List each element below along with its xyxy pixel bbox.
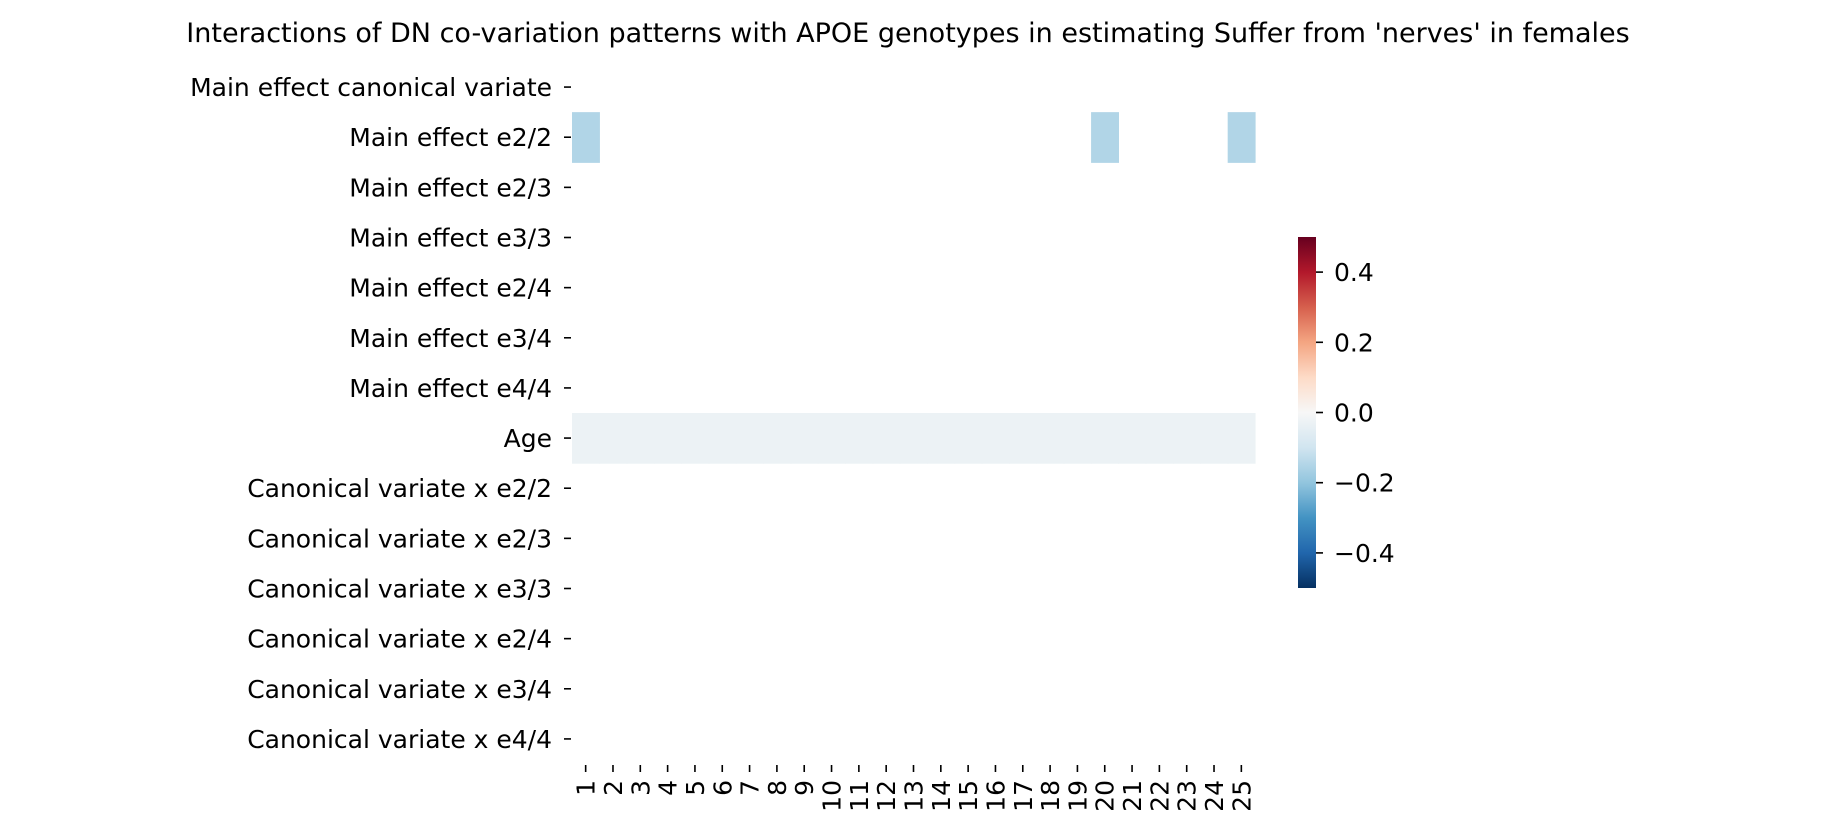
y-tick-label: Canonical variate x e2/4 xyxy=(247,625,552,654)
colorbar: 0.4 0.2 0.0 −0.2 −0.4 xyxy=(1298,237,1395,588)
x-tick-label: 10 xyxy=(818,780,847,812)
heatmap-cell xyxy=(954,413,983,464)
x-tick-label: 20 xyxy=(1091,780,1120,812)
x-tick-label: 19 xyxy=(1063,780,1092,812)
heatmap-cell xyxy=(599,413,628,464)
x-tick-label: 16 xyxy=(981,780,1010,812)
y-tick-label: Canonical variate x e2/3 xyxy=(247,524,552,553)
heatmap-cell xyxy=(572,112,600,163)
x-tick-label: 23 xyxy=(1173,780,1202,812)
heatmap-cell xyxy=(1200,413,1229,464)
x-axis: 1234567891011121314151617181920212223242… xyxy=(572,765,1256,812)
x-tick-label: 7 xyxy=(736,780,765,796)
heatmap-cell xyxy=(763,413,792,464)
x-tick-label: 21 xyxy=(1118,780,1147,812)
y-tick-label: Canonical variate x e3/4 xyxy=(247,675,552,704)
heatmap-cell xyxy=(1009,413,1038,464)
heatmap-cell xyxy=(1145,413,1174,464)
x-tick-label: 25 xyxy=(1227,780,1256,812)
x-tick-label: 9 xyxy=(790,780,819,796)
heatmap-cell xyxy=(817,413,846,464)
x-tick-label: 1 xyxy=(572,780,601,796)
heatmap-cell xyxy=(1091,112,1119,163)
heatmap-cell xyxy=(872,413,901,464)
heatmap-cells xyxy=(572,112,1256,464)
x-tick-label: 22 xyxy=(1145,780,1174,812)
y-tick-label: Main effect e2/4 xyxy=(349,274,552,303)
heatmap-cell xyxy=(845,413,874,464)
x-tick-label: 12 xyxy=(872,780,901,812)
heatmap-cell xyxy=(1173,413,1201,464)
x-tick-label: 6 xyxy=(708,780,737,796)
y-tick-label: Main effect e2/3 xyxy=(349,173,552,202)
y-tick-label: Main effect e2/2 xyxy=(349,123,552,152)
x-tick-label: 5 xyxy=(681,780,710,796)
x-tick-label: 2 xyxy=(599,780,628,796)
heatmap-cell xyxy=(981,413,1010,464)
x-tick-label: 24 xyxy=(1200,780,1229,812)
x-tick-label: 13 xyxy=(900,780,929,812)
heatmap-cell xyxy=(1063,413,1092,464)
y-axis: Main effect canonical variate Main effect… xyxy=(190,73,571,754)
chart-title: Interactions of DN co-variation patterns… xyxy=(186,18,1629,49)
colorbar-tick-label: 0.2 xyxy=(1334,328,1374,357)
x-tick-label: 8 xyxy=(763,780,792,796)
heatmap-cell xyxy=(927,413,956,464)
heatmap-cell xyxy=(899,413,928,464)
colorbar-tick-label: 0.0 xyxy=(1334,399,1374,428)
heatmap-cell xyxy=(1036,413,1065,464)
colorbar-tick-label: −0.4 xyxy=(1334,539,1395,568)
x-tick-label: 15 xyxy=(954,780,983,812)
x-tick-label: 14 xyxy=(927,780,956,812)
heatmap-cell xyxy=(790,413,819,464)
y-tick-label: Main effect e3/4 xyxy=(349,324,552,353)
heatmap-cell xyxy=(1227,413,1256,464)
x-tick-label: 18 xyxy=(1036,780,1065,812)
colorbar-tick-label: 0.4 xyxy=(1334,258,1374,287)
x-tick-label: 3 xyxy=(626,780,655,796)
heatmap-cell xyxy=(572,413,600,464)
y-tick-label: Main effect canonical variate xyxy=(190,73,552,102)
heatmap-cell xyxy=(681,413,710,464)
heatmap-cell xyxy=(735,413,764,464)
y-tick-label: Age xyxy=(504,424,552,453)
y-tick-label: Main effect e4/4 xyxy=(349,374,552,403)
colorbar-tick-label: −0.2 xyxy=(1334,469,1395,498)
colorbar-gradient xyxy=(1298,237,1316,588)
y-tick-label: Canonical variate x e4/4 xyxy=(247,725,552,754)
y-tick-label: Canonical variate x e3/3 xyxy=(247,575,552,604)
x-tick-label: 4 xyxy=(654,780,683,796)
heatmap-cell xyxy=(653,413,682,464)
y-tick-label: Canonical variate x e2/2 xyxy=(247,474,552,503)
x-tick-label: 17 xyxy=(1009,780,1038,812)
heatmap-cell xyxy=(1227,112,1256,163)
x-tick-label: 11 xyxy=(845,780,874,812)
heatmap-cell xyxy=(1091,413,1119,464)
y-tick-label: Main effect e3/3 xyxy=(349,224,552,253)
heatmap-cell xyxy=(1118,413,1147,464)
heatmap-cell xyxy=(708,413,737,464)
heatmap-cell xyxy=(626,413,655,464)
